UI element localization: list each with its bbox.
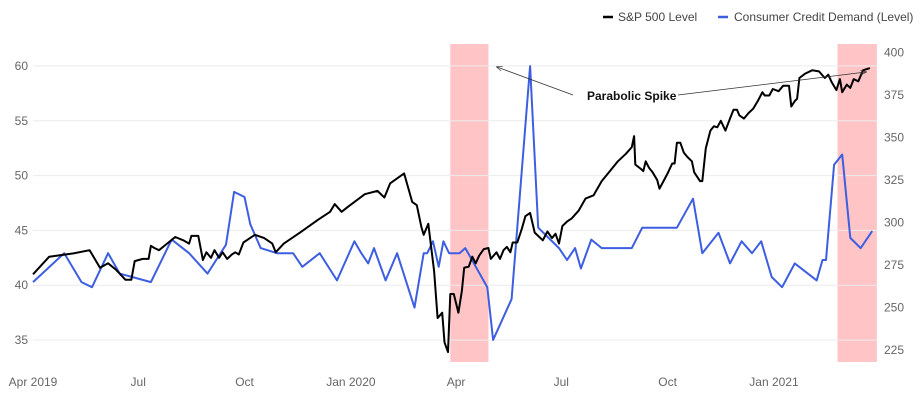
series-lines [32,65,874,354]
annotation-arrow-line [677,72,866,96]
y-right-tick-label: 275 [884,258,904,272]
legend-label-credit: Consumer Credit Demand (Level) [734,10,913,24]
x-tick-label: Jul [554,375,569,389]
series-line-credit-demand [32,65,874,341]
gridlines [33,65,878,341]
y-right-tick-label: 400 [884,46,904,60]
annotation-arrow-line [497,67,574,96]
x-tick-label: Oct [235,375,254,389]
x-tick-label: Oct [658,375,677,389]
y-right-tick-label: 225 [884,343,904,357]
y-left-tick-label: 45 [15,223,29,237]
annotation-label-bg [581,86,676,104]
y-right-tick-label: 250 [884,301,904,315]
y-right-tick-label: 325 [884,173,904,187]
shaded-region [837,44,877,362]
y-right-tick-label: 300 [884,216,904,230]
annotation: Parabolic Spike [497,67,866,104]
y-right-tick-label: 375 [884,88,904,102]
y-left-tick-label: 35 [15,333,29,347]
legend-label-sp500: S&P 500 Level [618,10,697,24]
legend: S&P 500 Level Consumer Credit Demand (Le… [603,10,913,24]
series-line-sp500 [32,67,871,354]
x-tick-label: Jan 2020 [326,375,376,389]
y-left-tick-label: 55 [15,114,29,128]
x-tick-label: Jul [131,375,146,389]
y-right-tick-label: 350 [884,131,904,145]
y-left-tick-label: 50 [15,169,29,183]
axes: 35 40 45 50 55 60 225 250 275 300 325 350 375 400 Apr … [9,46,905,389]
x-tick-label: Apr [447,375,466,389]
shaded-region [450,44,489,362]
y-left-tick-label: 40 [15,278,29,292]
x-tick-label: Apr 2019 [9,375,58,389]
y-left-tick-label: 60 [15,59,29,73]
x-tick-label: Jan 2021 [749,375,799,389]
annotation-label: Parabolic Spike [587,89,677,103]
